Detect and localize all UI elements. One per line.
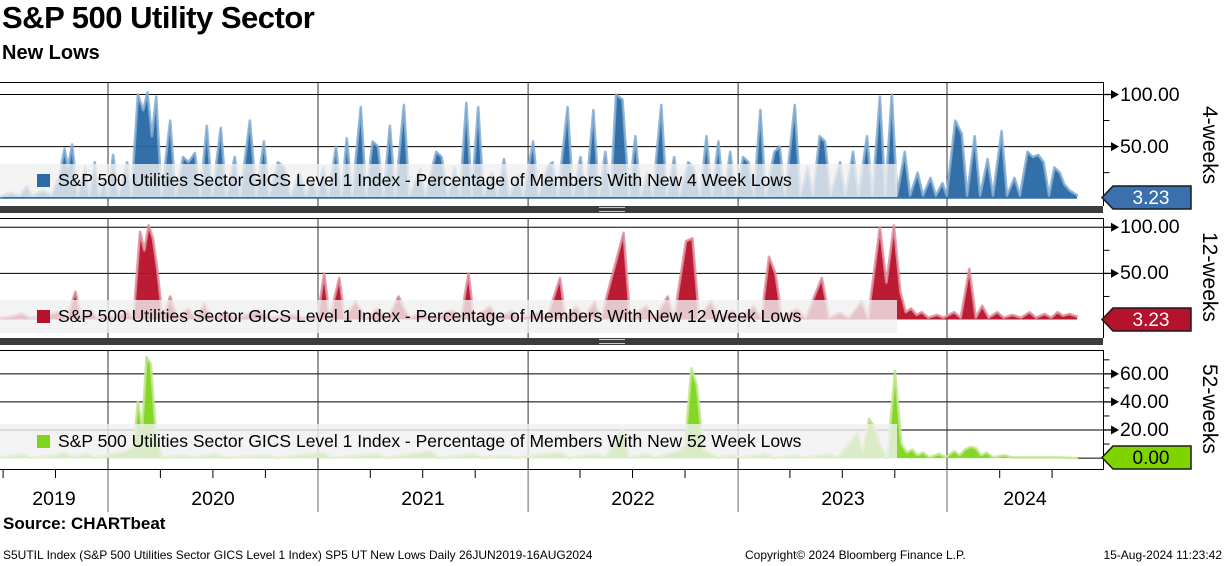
footer-security-description: S5UTIL Index (S&P 500 Utilities Sector G… xyxy=(3,548,593,562)
panel-divider-handle[interactable] xyxy=(599,339,625,344)
x-axis-year-2024: 2024 xyxy=(1003,488,1047,510)
panel-axis-title-4-weeks: 4-weeks xyxy=(1198,106,1221,185)
footer-copyright: Copyright© 2024 Bloomberg Finance L.P. xyxy=(745,548,966,562)
tick-arrow-icon xyxy=(1111,142,1119,152)
last-value-text: 0.00 xyxy=(1133,448,1170,469)
legend-12-weeks: S&P 500 Utilities Sector GICS Level 1 In… xyxy=(0,300,897,333)
x-axis-year-2022: 2022 xyxy=(611,488,655,510)
tick-arrow-icon xyxy=(1111,222,1119,232)
x-axis-year-2020: 2020 xyxy=(191,488,235,510)
y-axis-label: 100.00 xyxy=(1120,216,1180,238)
tick-arrow-icon xyxy=(1111,425,1119,435)
last-value-text: 3.23 xyxy=(1133,188,1170,209)
last-value-tag-4w: 3.23 xyxy=(1100,185,1192,210)
legend-label: S&P 500 Utilities Sector GICS Level 1 In… xyxy=(58,306,802,326)
y-axis-label: 50.00 xyxy=(1120,262,1169,284)
legend-label: S&P 500 Utilities Sector GICS Level 1 In… xyxy=(58,170,792,190)
legend-marker-icon xyxy=(37,310,50,323)
panel-divider-1[interactable] xyxy=(0,206,1103,213)
last-value-tag-12w: 3.23 xyxy=(1100,307,1192,332)
y-axis-label: 20.00 xyxy=(1120,419,1169,441)
footer-timestamp: 15-Aug-2024 11:23:42 xyxy=(1103,548,1222,562)
page-subtitle: New Lows xyxy=(2,42,100,64)
tag-pointer-shape xyxy=(1100,445,1192,470)
legend-52-weeks: S&P 500 Utilities Sector GICS Level 1 In… xyxy=(0,424,897,458)
source-attribution: Source: CHARTbeat xyxy=(3,514,166,533)
legend-label: S&P 500 Utilities Sector GICS Level 1 In… xyxy=(58,430,802,451)
tag-pointer-shape xyxy=(1100,307,1192,332)
panel-divider-handle[interactable] xyxy=(599,207,625,212)
tick-arrow-icon xyxy=(1111,369,1119,379)
y-axis-label: 100.00 xyxy=(1120,84,1180,106)
tick-arrow-icon xyxy=(1111,90,1119,100)
panel-axis-title-12-weeks: 12-weeks xyxy=(1198,232,1221,322)
panel-axis-title-52-weeks: 52-weeks xyxy=(1198,364,1221,454)
x-axis-strip xyxy=(2,470,1053,512)
legend-4-weeks: S&P 500 Utilities Sector GICS Level 1 In… xyxy=(0,164,897,197)
y-axis-label: 60.00 xyxy=(1120,363,1169,385)
tag-pointer-shape xyxy=(1100,185,1192,210)
x-axis-year-2023: 2023 xyxy=(821,488,865,510)
tick-arrow-icon xyxy=(1111,268,1119,278)
page-title: S&P 500 Utility Sector xyxy=(2,0,315,35)
panel-52w-plot-area[interactable] xyxy=(0,350,1104,470)
last-value-tag-52w: 0.00 xyxy=(1100,445,1192,470)
legend-marker-icon xyxy=(37,434,50,448)
last-value-text: 3.23 xyxy=(1133,310,1170,331)
y-axis-label: 40.00 xyxy=(1120,391,1169,413)
tick-arrow-icon xyxy=(1111,397,1119,407)
y-axis-label: 50.00 xyxy=(1120,136,1169,158)
x-axis-year-2019: 2019 xyxy=(32,488,76,510)
legend-marker-icon xyxy=(37,174,50,187)
panel-divider-2[interactable] xyxy=(0,338,1103,345)
x-axis-year-2021: 2021 xyxy=(401,488,445,510)
series-area-12w xyxy=(0,225,1077,320)
